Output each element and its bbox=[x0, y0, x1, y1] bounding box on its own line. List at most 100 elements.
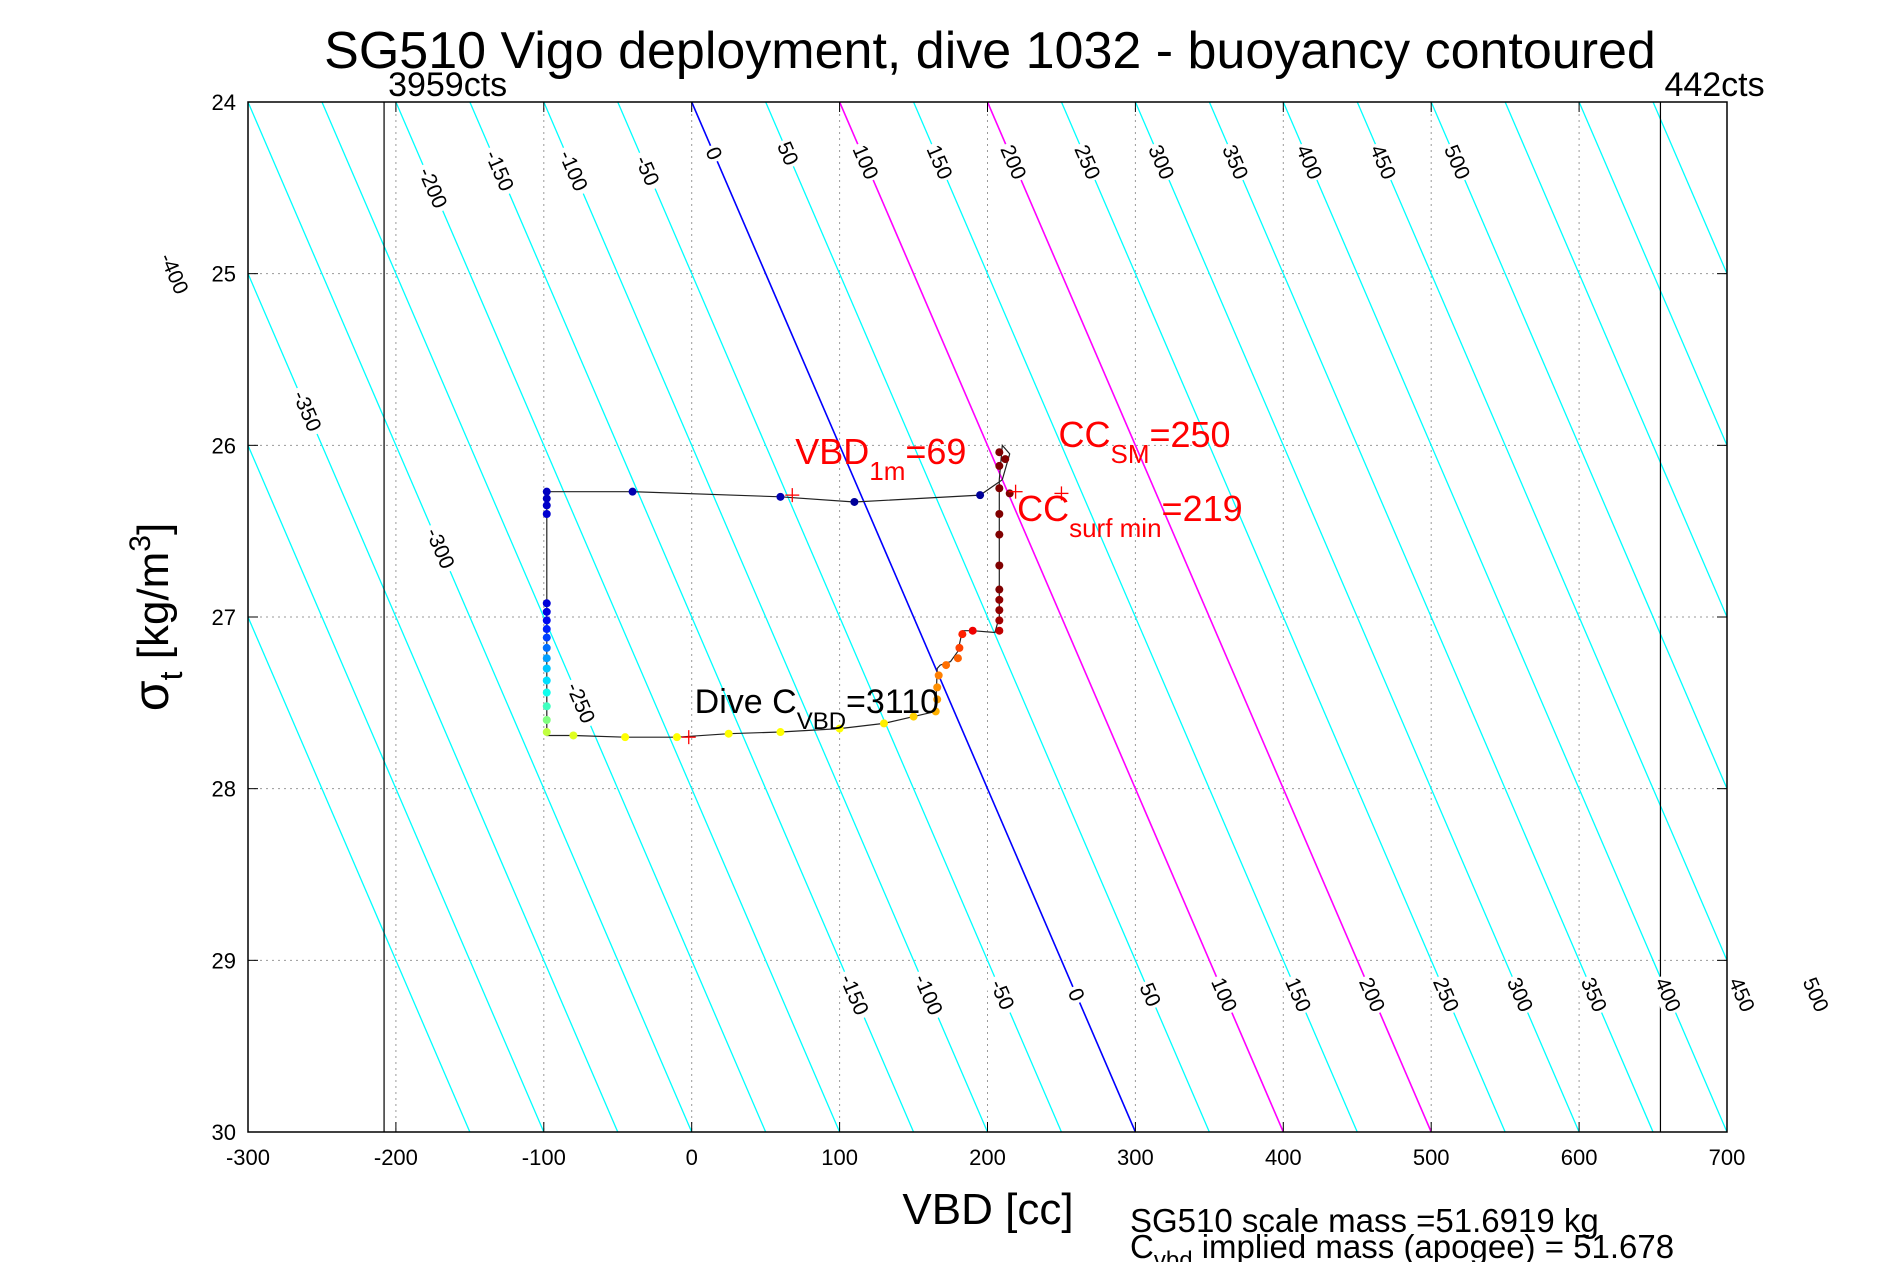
contour-label-background bbox=[478, 142, 521, 199]
footer-implied-mass-text: implied mass (apogee) = 51.678 bbox=[1193, 1228, 1675, 1262]
profile-point bbox=[776, 728, 785, 737]
contour-line bbox=[543, 102, 989, 1132]
profile-point bbox=[953, 654, 962, 663]
y-tick-label: 27 bbox=[212, 605, 236, 630]
contour-label-background bbox=[559, 675, 602, 731]
profile-point bbox=[934, 671, 943, 680]
annotation-value: =3110 bbox=[846, 683, 939, 721]
y-axis-label-superscript: 3 bbox=[124, 535, 157, 552]
annotation: Dive CVBD=3110 bbox=[695, 683, 939, 735]
contour-label: 300 bbox=[1142, 139, 1181, 185]
profile-point bbox=[995, 484, 1004, 493]
contour-label-background bbox=[699, 140, 729, 167]
annotation-value: =250 bbox=[1149, 414, 1230, 455]
contour-label-background bbox=[1649, 972, 1687, 1018]
annotation-subscript: surf min bbox=[1069, 513, 1161, 543]
x-axis-ticks: -300 -200 -100 0 100 200 300 400 500 600 700 bbox=[226, 102, 1745, 1170]
profile-point bbox=[995, 585, 1004, 594]
profile-point bbox=[621, 733, 630, 742]
annotation-main: Dive C bbox=[695, 683, 797, 721]
annotation-value: =219 bbox=[1162, 488, 1243, 529]
annotation: CCSM=250 bbox=[1058, 414, 1230, 469]
profile-point bbox=[542, 501, 551, 510]
contour-label-background bbox=[846, 139, 885, 185]
footer-implied-mass-c: C bbox=[1130, 1228, 1154, 1262]
y-axis-label-units: [kg/m bbox=[129, 552, 178, 672]
plus-marker bbox=[785, 488, 800, 503]
x-tick-label: 400 bbox=[1265, 1145, 1302, 1170]
limit-lines: 3959cts 442cts bbox=[383, 66, 1765, 1132]
contour-label-background bbox=[552, 142, 595, 199]
contour-label-background bbox=[1216, 139, 1254, 185]
profile-point bbox=[542, 510, 551, 518]
profile-point bbox=[776, 492, 785, 501]
profile-point bbox=[968, 626, 977, 635]
profile-point bbox=[1001, 455, 1010, 464]
x-tick-label: 100 bbox=[821, 1145, 858, 1170]
profile-point bbox=[995, 626, 1004, 635]
profile-point bbox=[835, 724, 844, 733]
contour-line bbox=[1134, 102, 1580, 1132]
annotation-main: CC bbox=[1058, 414, 1110, 455]
contour-line bbox=[1208, 102, 1654, 1132]
profile-point bbox=[879, 719, 888, 728]
contour-line bbox=[986, 102, 1432, 1132]
annotation: VBD1m=69 bbox=[795, 431, 966, 486]
contour-line bbox=[1430, 102, 1727, 791]
contour-label-background bbox=[1290, 139, 1328, 185]
profile-point bbox=[542, 494, 551, 503]
contour-label-background bbox=[411, 160, 454, 216]
limit-line-label: 3959cts bbox=[388, 66, 507, 104]
profile-point bbox=[542, 607, 551, 616]
annotation-main: VBD bbox=[795, 431, 869, 472]
profile-point bbox=[542, 487, 551, 496]
profile-point bbox=[1005, 489, 1014, 498]
contour-label-background bbox=[907, 966, 950, 1023]
contour-label-background bbox=[833, 966, 876, 1023]
profile-point bbox=[542, 643, 551, 652]
profile-point bbox=[724, 729, 733, 738]
profile-point bbox=[995, 461, 1004, 470]
contour-label-background bbox=[1142, 139, 1181, 185]
profile-point bbox=[933, 695, 942, 704]
profile-point bbox=[542, 688, 551, 697]
contour-label-background bbox=[983, 972, 1022, 1018]
profile-point bbox=[569, 731, 578, 740]
plus-marker bbox=[1054, 486, 1069, 501]
contour-line bbox=[617, 102, 1063, 1132]
profile-point bbox=[995, 616, 1004, 625]
profile-point bbox=[542, 616, 551, 625]
contour-line bbox=[321, 102, 767, 1132]
contour-label-background bbox=[1133, 977, 1167, 1013]
contour-line bbox=[469, 102, 915, 1132]
profile-point bbox=[542, 633, 551, 642]
x-tick-label: 600 bbox=[1561, 1145, 1598, 1170]
y-tick-label: 30 bbox=[212, 1120, 236, 1145]
profile-point bbox=[942, 661, 951, 670]
contour-label-background bbox=[1501, 972, 1539, 1018]
x-tick-label: -100 bbox=[522, 1145, 566, 1170]
contour-label-background bbox=[1068, 139, 1107, 185]
profile-point bbox=[542, 716, 551, 724]
contour-label-background bbox=[1575, 972, 1613, 1018]
profile-point bbox=[995, 510, 1004, 518]
contour-label-background bbox=[419, 520, 462, 577]
profile-point bbox=[995, 595, 1004, 604]
contour-label-background bbox=[1061, 982, 1091, 1008]
buoyancy-profile bbox=[542, 443, 1014, 742]
x-axis-label: VBD [cc] bbox=[902, 1185, 1073, 1234]
contour-label-background bbox=[771, 135, 805, 172]
chart-title: SG510 Vigo deployment, dive 1032 - buoya… bbox=[324, 22, 1656, 80]
annotation: CCsurf min=219 bbox=[1017, 488, 1243, 543]
x-tick-label: -200 bbox=[374, 1145, 418, 1170]
footer-scale-mass: SG510 scale mass =51.6919 kg bbox=[1130, 1202, 1599, 1239]
y-tick-label: 28 bbox=[212, 777, 236, 802]
contour-line bbox=[395, 102, 841, 1132]
x-tick-label: 500 bbox=[1413, 1145, 1450, 1170]
y-tick-label: 26 bbox=[212, 433, 236, 458]
contour-label: 0 bbox=[1061, 982, 1091, 1008]
contour-label-background bbox=[1797, 972, 1835, 1018]
contour-line bbox=[838, 102, 1285, 1132]
